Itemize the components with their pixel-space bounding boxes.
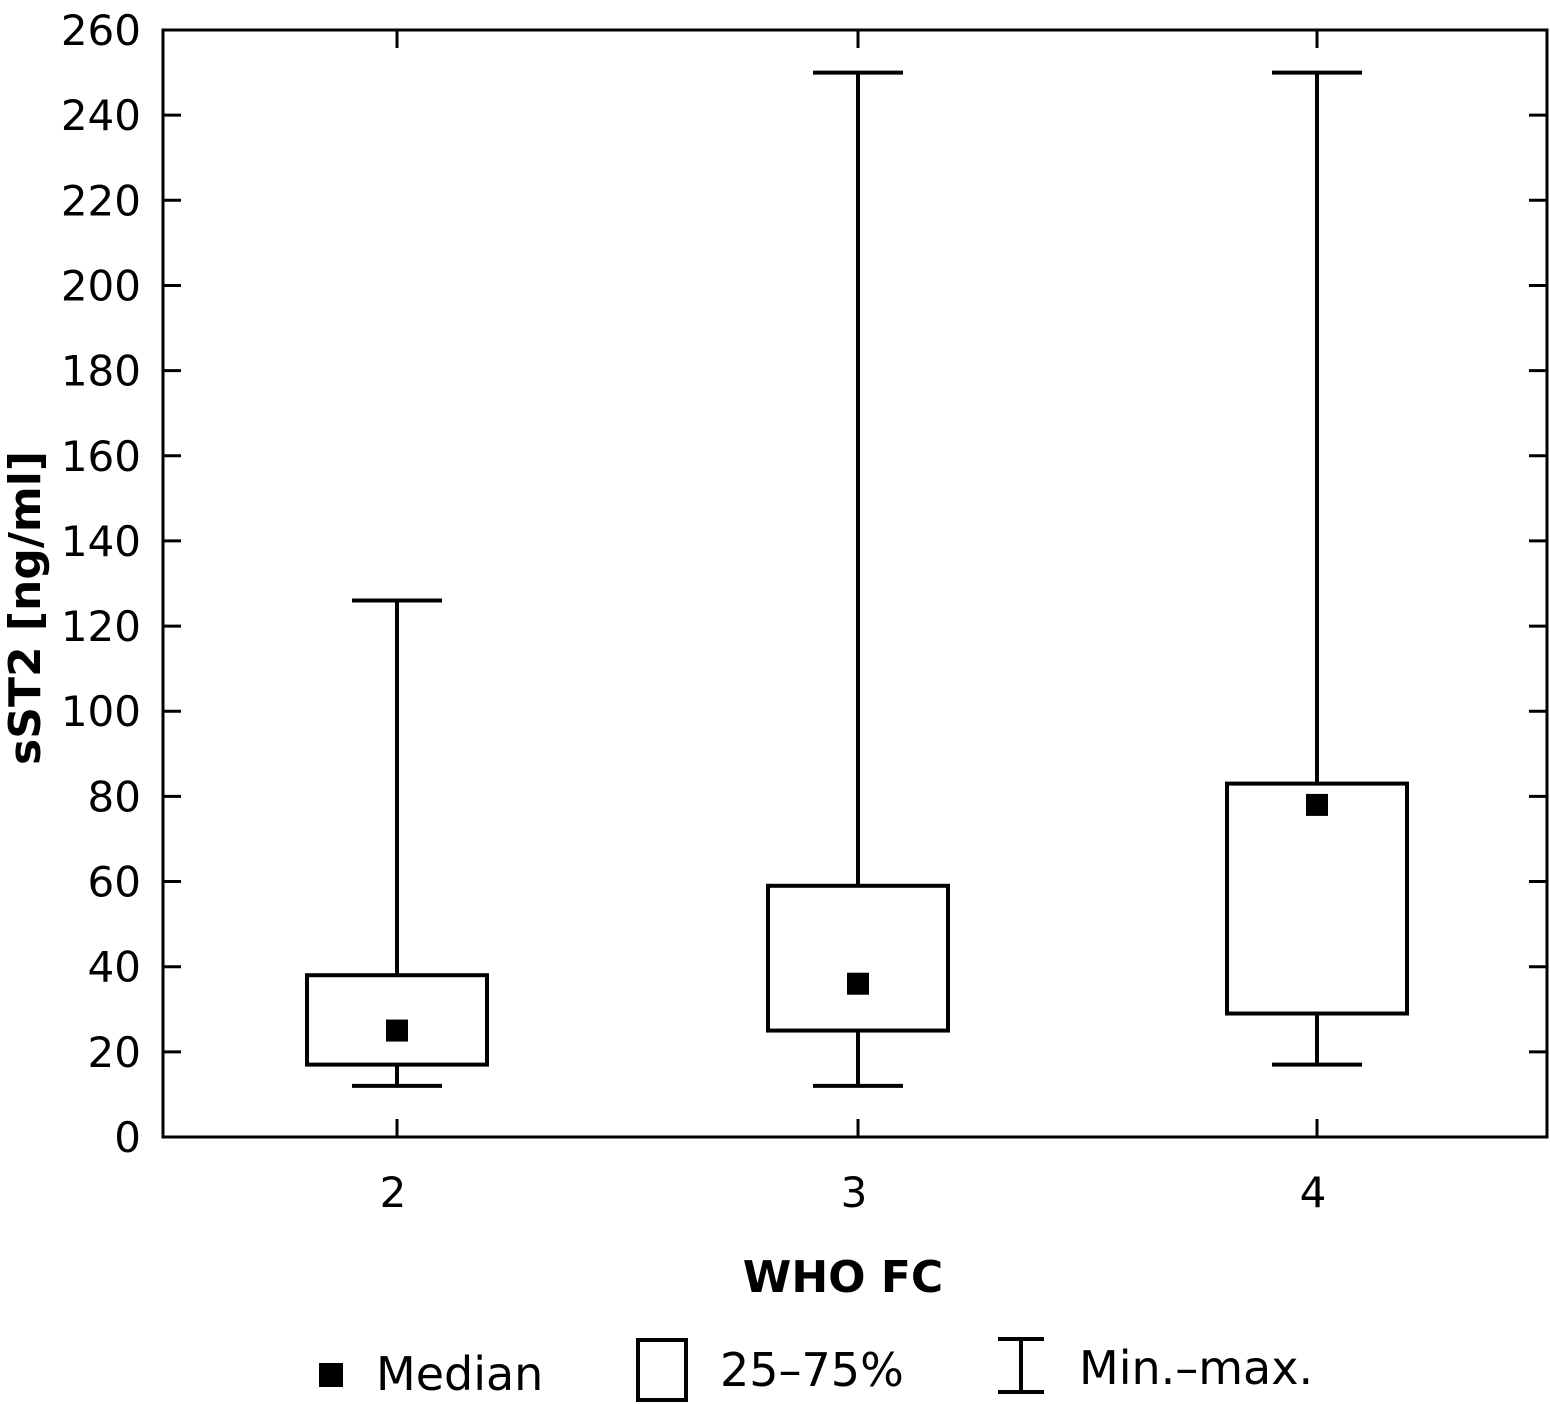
x-axis-title: WHO FC	[743, 1252, 943, 1303]
y-tick-label: 220	[61, 176, 141, 225]
iqr-box	[766, 883, 950, 1033]
legend-median-label: Median	[376, 1347, 543, 1401]
y-tick-label: 100	[61, 687, 141, 736]
x-tick-label: 3	[841, 1168, 868, 1217]
median-marker	[1306, 793, 1328, 816]
box-group-3	[766, 70, 950, 1088]
legend-whisker-label: Min.–max.	[1079, 1341, 1313, 1395]
y-tick-label: 0	[114, 1113, 141, 1162]
median-marker	[386, 1019, 408, 1042]
plot-frame	[161, 28, 1549, 1139]
y-tick-label: 200	[61, 261, 141, 310]
y-tick-label: 80	[88, 772, 141, 821]
box-group-4	[1225, 70, 1409, 1067]
y-tick-label: 60	[88, 858, 141, 907]
y-tick-label: 20	[88, 1028, 141, 1077]
legend-median-swatch	[319, 1363, 343, 1387]
y-tick-label: 140	[61, 517, 141, 566]
x-tick-label: 2	[380, 1168, 407, 1217]
legend-box-label: 25–75%	[720, 1343, 904, 1397]
y-tick-label: 160	[61, 432, 141, 481]
legend-box-swatch	[636, 1338, 688, 1402]
y-tick-label: 240	[61, 91, 141, 140]
legend: Median 25–75% Min.–max.	[319, 1337, 1313, 1402]
box-group-2	[305, 598, 489, 1088]
y-tick-label: 180	[61, 347, 141, 396]
y-tick-label: 120	[61, 602, 141, 651]
legend-whisker-swatch	[998, 1337, 1044, 1394]
x-tick-label: 4	[1300, 1168, 1327, 1217]
y-tick-label: 260	[61, 6, 141, 55]
median-marker	[847, 972, 869, 995]
y-tick-label: 40	[88, 943, 141, 992]
y-axis-title: sST2 [ng/ml]	[0, 451, 51, 765]
iqr-box	[1225, 781, 1409, 1016]
